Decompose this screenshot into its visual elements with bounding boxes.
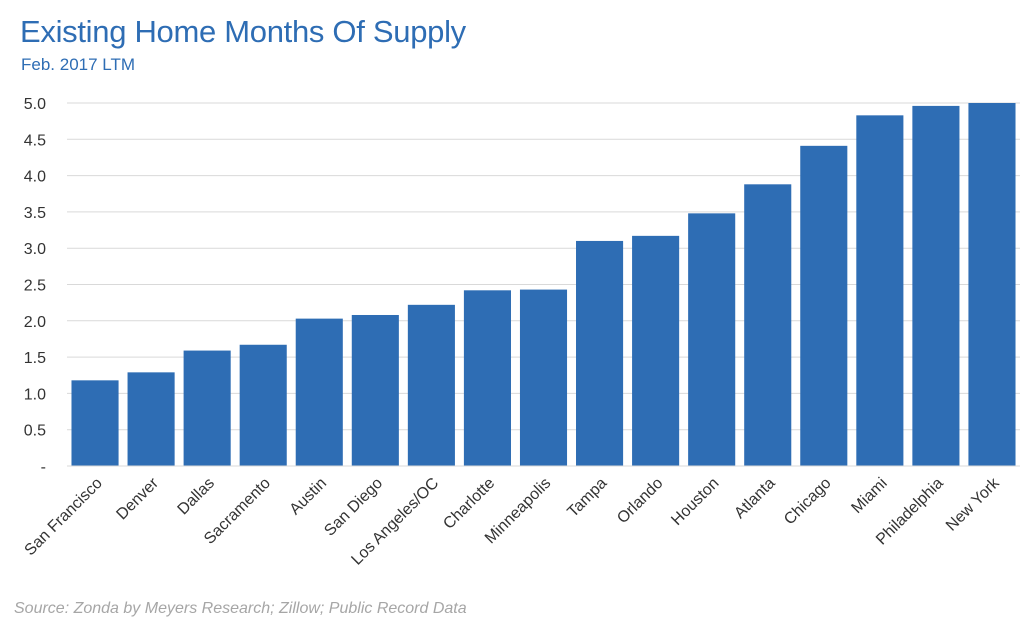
x-tick-label: Tampa xyxy=(564,475,610,521)
x-tick-label: Houston xyxy=(668,475,722,529)
bar xyxy=(183,350,231,466)
y-tick-label: 4.5 xyxy=(24,132,46,149)
bars xyxy=(71,103,1016,467)
bar xyxy=(351,314,399,466)
x-tick-label: Chicago xyxy=(781,475,835,529)
x-tick-label: Dallas xyxy=(175,475,218,518)
y-tick-label: 2.5 xyxy=(24,278,46,295)
x-tick-label: Denver xyxy=(113,474,162,523)
bar xyxy=(800,145,848,467)
y-tick-label: 1.0 xyxy=(24,386,46,403)
bar xyxy=(632,235,680,466)
bar xyxy=(576,240,624,466)
x-tick-label: San Francisco xyxy=(22,475,106,559)
bar xyxy=(127,372,175,466)
x-tick-label: Austin xyxy=(287,475,330,518)
bar xyxy=(71,380,119,466)
bar xyxy=(463,290,511,466)
chart-subtitle: Feb. 2017 LTM xyxy=(21,55,136,74)
x-tick-label: Charlotte xyxy=(440,475,498,533)
y-tick-label: 3.5 xyxy=(24,205,46,222)
x-tick-label: New York xyxy=(943,474,1004,535)
bar xyxy=(912,105,960,467)
chart-title: Existing Home Months Of Supply xyxy=(20,14,466,49)
y-tick-label: 2.0 xyxy=(24,314,46,331)
y-axis: - 0.5 1.0 1.5 2.0 2.5 3.0 3.5 4.0 4.5 5.0 xyxy=(24,96,46,476)
x-tick-label: Miami xyxy=(848,475,890,517)
y-tick-label: 3.0 xyxy=(24,241,46,258)
y-tick-label: 5.0 xyxy=(24,96,46,113)
bar xyxy=(744,184,792,466)
bar xyxy=(519,289,568,466)
y-tick-label: 4.0 xyxy=(24,169,46,186)
x-tick-label: Atlanta xyxy=(731,475,778,522)
source-note: Source: Zonda by Meyers Research; Zillow… xyxy=(14,600,467,617)
bar xyxy=(856,115,904,466)
y-tick-label: 0.5 xyxy=(24,423,46,440)
bar xyxy=(688,213,736,466)
bar xyxy=(968,103,1016,466)
y-tick-label: - xyxy=(41,459,46,476)
bar xyxy=(407,304,455,466)
bar xyxy=(295,318,343,466)
x-tick-label: Orlando xyxy=(614,475,666,527)
bar xyxy=(239,344,287,466)
y-tick-label: 1.5 xyxy=(24,350,46,367)
